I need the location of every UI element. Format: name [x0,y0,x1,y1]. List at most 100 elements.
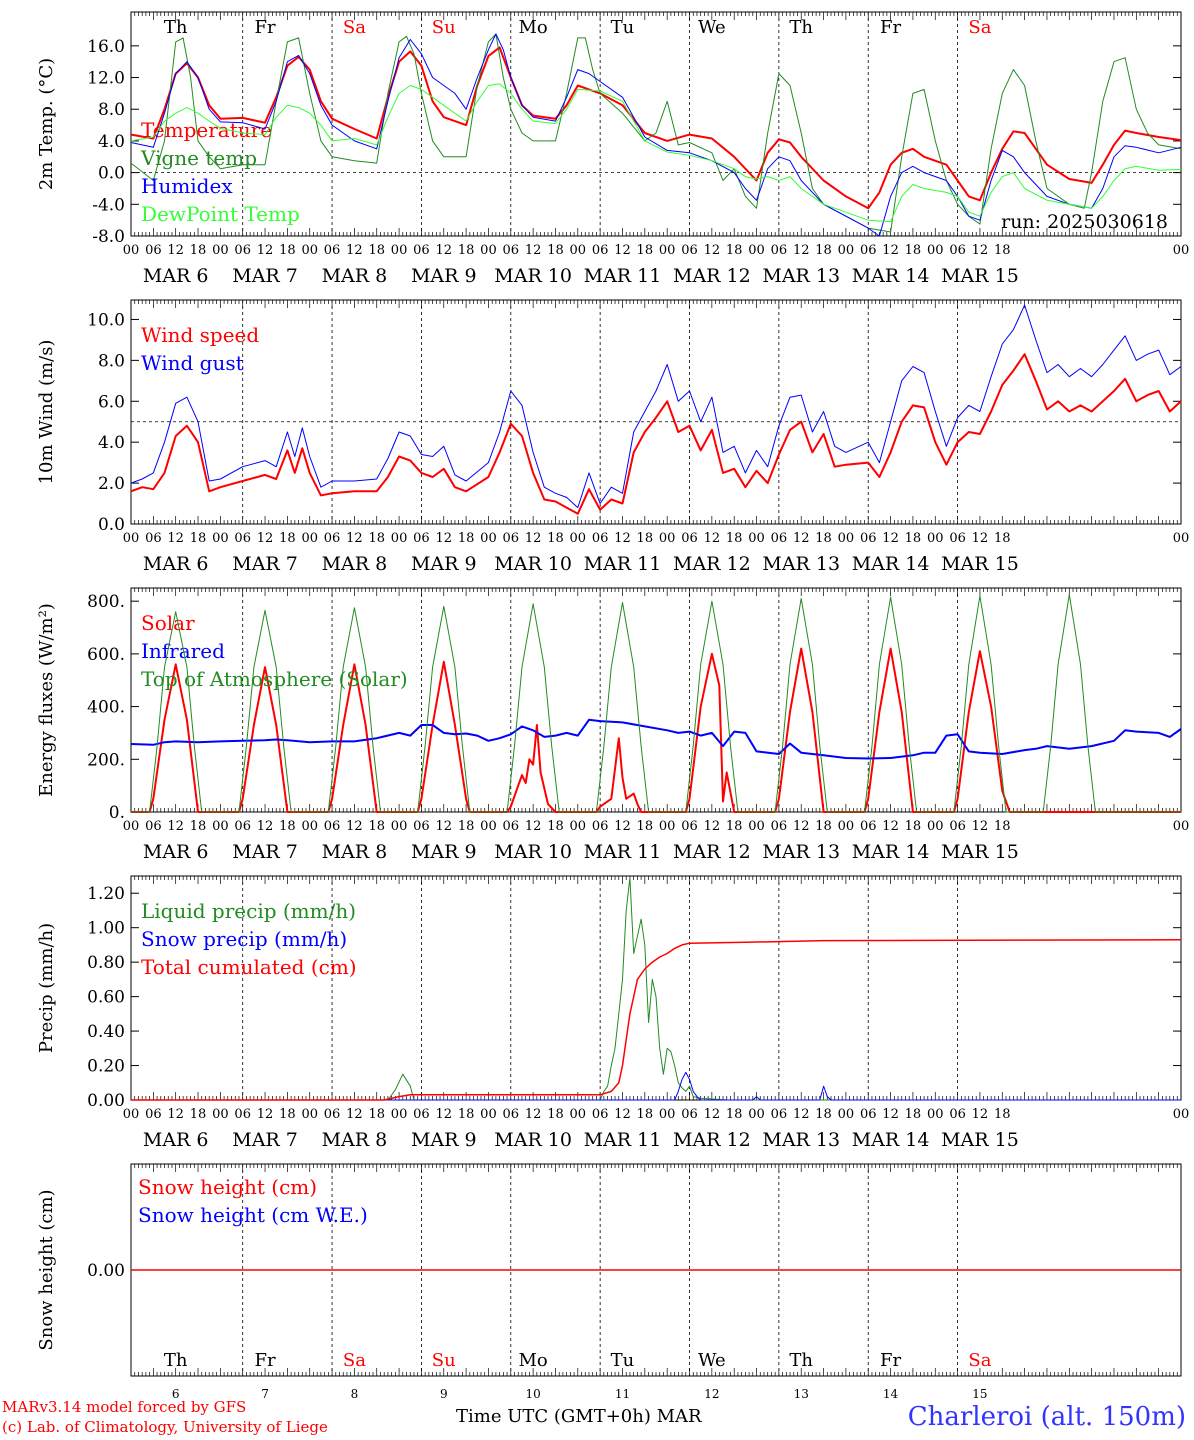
x-hour-label: 12 [882,819,899,834]
x-date-label: MAR 11 [584,265,662,287]
x-hour-label: 12 [435,243,452,258]
x-date-label: MAR 11 [584,841,662,863]
x-hour-label: 06 [860,819,877,834]
x-hour-label: 06 [681,243,698,258]
x-hour-label: 06 [413,243,430,258]
x-hour-label: 06 [949,243,966,258]
x-hour-label: 00 [212,819,229,834]
legend-entry: Snow height (cm W.E.) [138,1203,368,1227]
x-hour-label: 06 [145,531,162,546]
x-hour-label: 18 [815,531,832,546]
x-hour-label: 18 [368,243,385,258]
x-hour-label: 00 [212,531,229,546]
x-hour-label: 06 [234,1107,251,1122]
x-hour-label: 06 [949,1107,966,1122]
x-hour-label: 06 [681,531,698,546]
x-hour-label: 18 [994,243,1011,258]
x-hour-label: 00 [748,819,765,834]
legend-entry: Liquid precip (mm/h) [141,899,356,923]
day-name-top: Mo [518,17,547,38]
x-hour-label: 12 [257,531,274,546]
legend-entry: Wind gust [141,351,244,375]
x-hour-label: 12 [167,819,184,834]
x-hour-label: 06 [145,819,162,834]
x-hour-label: 18 [458,819,475,834]
x-date-label: MAR 13 [762,265,840,287]
day-name-top: Sa [343,17,366,38]
x-hour-label: 06 [324,243,341,258]
series-temperature-2 [130,33,1182,237]
day-name-bottom: Mo [518,1350,547,1371]
series-precip-1 [131,1071,1181,1101]
x-hour-label: 00 [1173,1107,1190,1122]
x-hour-label: 18 [994,819,1011,834]
x-hour-label: 00 [748,243,765,258]
x-hour-label: 12 [346,819,363,834]
x-hour-label: 12 [614,1107,631,1122]
day-number: 15 [972,1387,987,1401]
x-date-label: MAR 11 [584,1129,662,1151]
x-hour-label: 06 [413,819,430,834]
x-hour-label: 00 [570,819,587,834]
x-date-label: MAR 8 [322,1129,388,1151]
x-hour-label: 00 [838,531,855,546]
x-date-label: MAR 10 [494,553,572,575]
x-hour-label: 18 [905,819,922,834]
x-hour-label: 00 [123,243,140,258]
x-hour-label: 00 [927,531,944,546]
x-hour-label: 00 [838,243,855,258]
x-hour-label: 00 [480,531,497,546]
model-credit: MARv3.14 model forced by GFS [2,1398,247,1416]
x-hour-label: 18 [815,819,832,834]
x-hour-label: 12 [525,1107,542,1122]
x-date-label: MAR 12 [673,265,751,287]
y-tick-label: 1.00 [87,919,125,939]
day-name-bottom: Fr [254,1350,275,1371]
day-name-top: Th [164,17,188,38]
day-name-top: Su [432,17,456,38]
x-hour-label: 18 [547,1107,564,1122]
x-hour-label: 18 [547,531,564,546]
x-hour-label: 18 [190,531,207,546]
x-date-label: MAR 14 [852,1129,930,1151]
y-axis-label: Snow height (cm) [36,1189,57,1350]
day-number: 12 [704,1387,719,1401]
series-temperature-0 [130,46,1182,210]
x-hour-label: 06 [592,531,609,546]
x-hour-label: 06 [592,819,609,834]
x-date-label: MAR 7 [232,265,298,287]
x-hour-label: 00 [748,531,765,546]
x-date-label: MAR 9 [411,1129,477,1151]
run-label: run: 2025030618 [1001,211,1168,233]
x-hour-label: 18 [190,243,207,258]
x-hour-label: 06 [681,1107,698,1122]
x-date-label: MAR 6 [143,1129,209,1151]
x-hour-label: 00 [659,531,676,546]
x-hour-label: 12 [435,531,452,546]
x-hour-label: 06 [324,1107,341,1122]
y-tick-label: 0.60 [87,988,125,1008]
x-date-label: MAR 10 [494,1129,572,1151]
panel-snow: 0.00 Snow height (cm) Snow height (cm) Snow… [36,1163,1182,1377]
x-date-label: MAR 9 [411,841,477,863]
x-hour-label: 12 [525,531,542,546]
x-hour-label: 18 [726,531,743,546]
day-name-top: Th [789,17,813,38]
day-name-bottom: Tu [611,1350,635,1371]
x-hour-label: 00 [838,819,855,834]
series-wind-1 [130,304,1182,509]
x-hour-label: 18 [547,243,564,258]
x-hour-label: 18 [547,819,564,834]
legend-entry: Snow precip (mm/h) [141,927,347,951]
x-axis-title-text: Time UTC (GMT+0h) [456,1406,651,1427]
x-date-label: MAR 10 [494,841,572,863]
y-tick-label: 8.0 [98,351,125,371]
x-hour-label: 00 [301,819,318,834]
x-hour-label: 00 [391,1107,408,1122]
x-hour-label: 12 [882,1107,899,1122]
x-hour-label: 12 [167,1107,184,1122]
day-name-top: Sa [968,17,991,38]
x-hour-label: 18 [368,531,385,546]
x-hour-label: 00 [301,531,318,546]
y-tick-label: 12.0 [87,69,125,89]
